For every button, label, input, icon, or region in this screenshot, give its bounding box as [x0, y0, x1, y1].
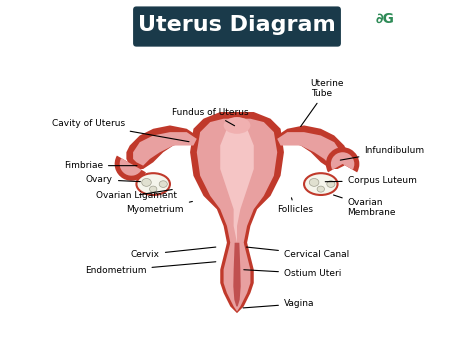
Ellipse shape	[317, 186, 325, 192]
Text: Infundibulum: Infundibulum	[340, 146, 425, 160]
Ellipse shape	[159, 181, 167, 187]
Text: Ostium Uteri: Ostium Uteri	[244, 269, 341, 278]
Text: Ovarian Ligament: Ovarian Ligament	[96, 190, 177, 200]
Text: ∂G: ∂G	[376, 11, 394, 25]
Ellipse shape	[327, 181, 335, 187]
Text: Myometrium: Myometrium	[127, 201, 192, 214]
Polygon shape	[277, 132, 341, 166]
Text: Follicles: Follicles	[277, 198, 313, 214]
Text: Cervical Canal: Cervical Canal	[246, 247, 349, 259]
Wedge shape	[326, 147, 359, 172]
Polygon shape	[277, 125, 347, 169]
Text: Fimbriae: Fimbriae	[64, 161, 137, 170]
Ellipse shape	[149, 186, 157, 192]
Polygon shape	[127, 125, 197, 169]
Text: Cervix: Cervix	[131, 247, 216, 259]
Polygon shape	[224, 243, 250, 312]
Polygon shape	[197, 119, 277, 276]
FancyBboxPatch shape	[133, 6, 341, 47]
Text: Corpus Luteum: Corpus Luteum	[325, 176, 417, 185]
Polygon shape	[190, 112, 284, 286]
Polygon shape	[220, 243, 254, 313]
Text: Uterine
Tube: Uterine Tube	[301, 79, 344, 126]
Ellipse shape	[224, 117, 250, 134]
Ellipse shape	[304, 173, 337, 195]
Ellipse shape	[310, 178, 319, 186]
Polygon shape	[220, 125, 254, 243]
Wedge shape	[119, 158, 142, 176]
Text: Vagina: Vagina	[243, 299, 314, 308]
Text: Uterus Diagram: Uterus Diagram	[138, 15, 336, 35]
Text: Ovarian
Membrane: Ovarian Membrane	[334, 195, 396, 217]
Ellipse shape	[142, 178, 151, 186]
Text: Fundus of Uterus: Fundus of Uterus	[172, 107, 248, 126]
Ellipse shape	[137, 173, 170, 195]
Wedge shape	[331, 152, 355, 170]
Wedge shape	[115, 155, 146, 181]
Polygon shape	[233, 243, 241, 307]
Text: Cavity of Uterus: Cavity of Uterus	[52, 119, 189, 142]
Text: Ovary: Ovary	[86, 175, 140, 184]
Polygon shape	[133, 132, 197, 166]
Text: Endometrium: Endometrium	[85, 262, 216, 275]
